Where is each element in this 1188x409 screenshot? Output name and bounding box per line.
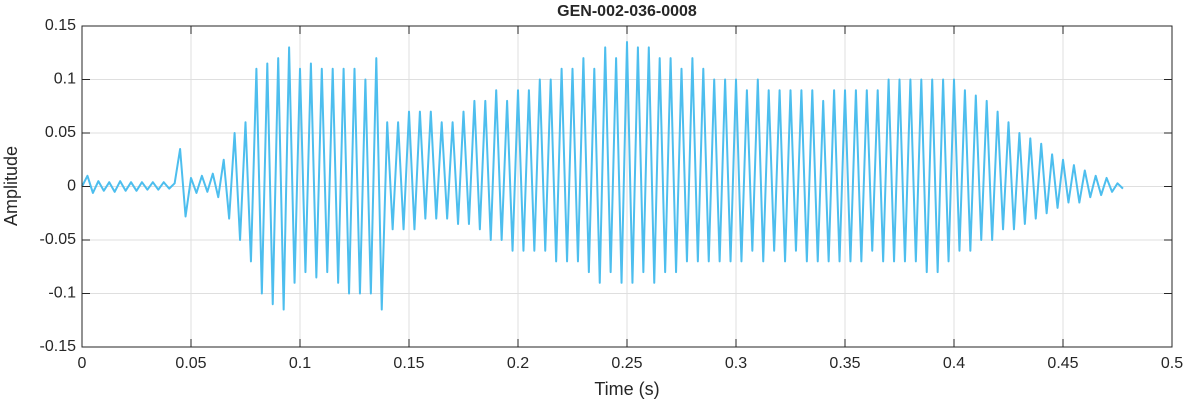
chart-title: GEN-002-036-0008 bbox=[557, 3, 697, 20]
x-tick-label: 0.3 bbox=[725, 355, 747, 372]
x-tick-label: 0.35 bbox=[829, 355, 860, 372]
plot bbox=[81, 41, 1124, 311]
x-tick-label: 0.45 bbox=[1047, 355, 1078, 372]
y-tick-label: -0.1 bbox=[48, 285, 76, 302]
x-tick-label: 0 bbox=[78, 355, 87, 372]
y-tick-label: -0.15 bbox=[40, 338, 77, 355]
x-tick-label: 0.2 bbox=[507, 355, 529, 372]
x-tick-label: 0.4 bbox=[943, 355, 965, 372]
x-tick-label: 0.5 bbox=[1161, 355, 1183, 372]
y-tick-label: 0.15 bbox=[45, 17, 76, 34]
x-tick-label: 0.15 bbox=[393, 355, 424, 372]
waveform-line bbox=[81, 41, 1124, 311]
y-tick-label: -0.05 bbox=[40, 231, 77, 248]
y-tick-label: 0 bbox=[67, 178, 76, 195]
x-axis-label: Time (s) bbox=[594, 379, 659, 399]
x-tick-label: 0.05 bbox=[175, 355, 206, 372]
y-tick-label: 0.05 bbox=[45, 124, 76, 141]
labels: 0 0.05 0.1 0.15 0.2 0.25 0.3 0.35 0.4 0.45 0.5 -0.1… bbox=[40, 17, 1184, 372]
y-tick-label: 0.1 bbox=[54, 71, 76, 88]
x-tick-label: 0.25 bbox=[611, 355, 642, 372]
x-tick-label: 0.1 bbox=[289, 355, 311, 372]
y-axis-label: Amplitude bbox=[1, 146, 21, 226]
